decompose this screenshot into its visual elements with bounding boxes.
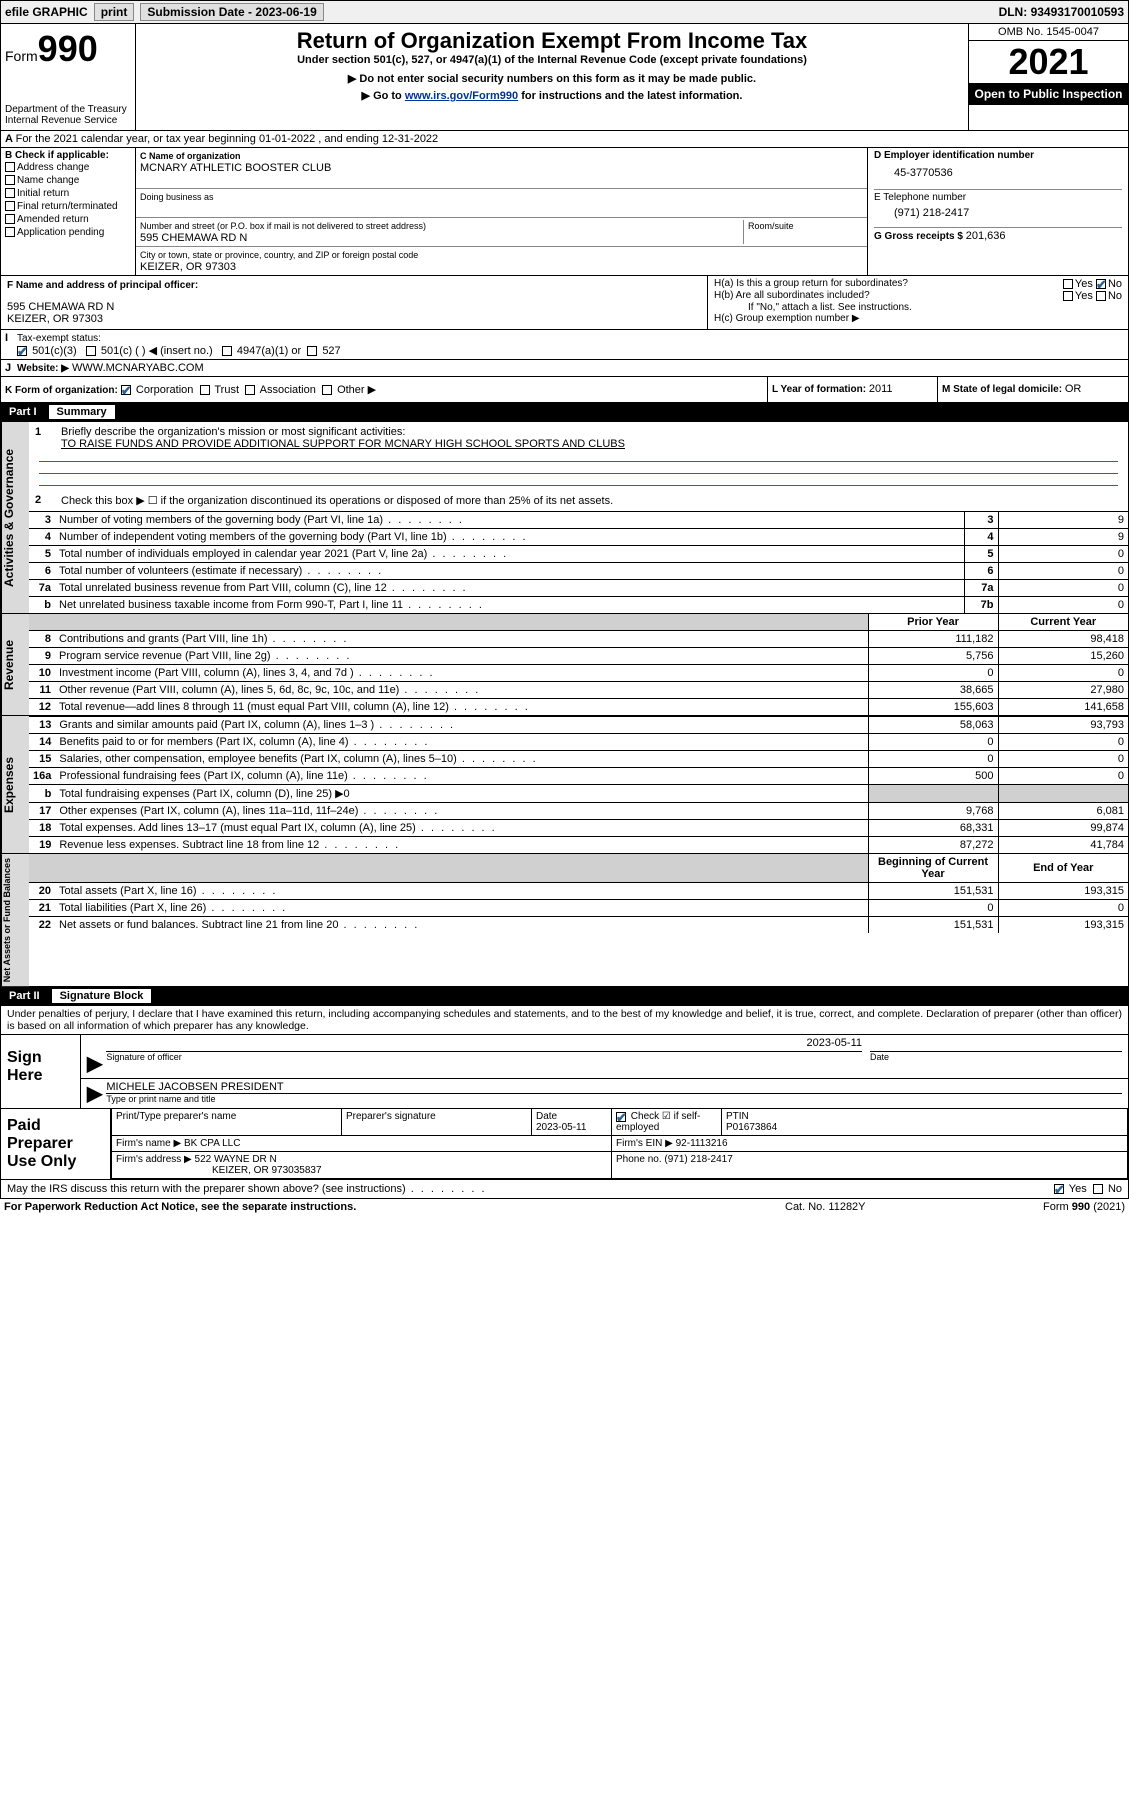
vside-net: Net Assets or Fund Balances	[1, 854, 29, 986]
chk-name-change[interactable]: Name change	[5, 174, 131, 187]
form-title: Return of Organization Exempt From Incom…	[144, 28, 960, 54]
chk-4947[interactable]	[222, 346, 232, 356]
top-toolbar: efile GRAPHIC print Submission Date - 20…	[0, 0, 1129, 24]
telephone: (971) 218-2417	[874, 203, 1122, 227]
chk-assoc[interactable]	[245, 385, 255, 395]
section-i: Tax-exempt status: 501(c)(3) 501(c) ( ) …	[13, 330, 1128, 359]
firm-name: BK CPA LLC	[184, 1138, 241, 1149]
chk-ha-no[interactable]	[1096, 279, 1106, 289]
chk-corp[interactable]	[121, 385, 131, 395]
chk-discuss-yes[interactable]	[1054, 1184, 1064, 1194]
subtitle: Under section 501(c), 527, or 4947(a)(1)…	[144, 54, 960, 66]
part2-header: Part II Signature Block	[1, 987, 1128, 1006]
chk-trust[interactable]	[200, 385, 210, 395]
irs-link[interactable]: www.irs.gov/Form990	[405, 90, 518, 102]
chk-527[interactable]	[307, 346, 317, 356]
table-preparer: Print/Type preparer's name Preparer's si…	[111, 1109, 1128, 1179]
chk-501c3[interactable]	[17, 346, 27, 356]
chk-discuss-no[interactable]	[1093, 1184, 1103, 1194]
org-name: MCNARY ATHLETIC BOOSTER CLUB	[140, 162, 331, 174]
chk-ha-yes[interactable]	[1063, 279, 1073, 289]
note-link: ▶ Go to www.irs.gov/Form990 for instruct…	[144, 89, 960, 102]
org-address: 595 CHEMAWA RD N	[140, 232, 247, 244]
form-header: Form990 Department of the Treasury Inter…	[0, 24, 1129, 131]
section-b: B Check if applicable: Address change Na…	[1, 148, 136, 276]
dln: DLN: 93493170010593	[999, 5, 1124, 19]
table-expenses: 13Grants and similar amounts paid (Part …	[29, 716, 1128, 853]
chk-amended[interactable]: Amended return	[5, 213, 131, 226]
form-number: Form990	[5, 28, 131, 70]
sign-here-label: Sign Here	[1, 1035, 81, 1108]
part1-header: Part I Summary	[1, 403, 1128, 422]
section-c: C Name of organizationMCNARY ATHLETIC BO…	[136, 148, 868, 276]
arrow-icon: ▶	[87, 1051, 106, 1076]
vside-rev: Revenue	[1, 614, 29, 715]
ein: 45-3770536	[874, 161, 1122, 189]
chk-hb-no[interactable]	[1096, 291, 1106, 301]
omb-number: OMB No. 1545-0047	[969, 24, 1128, 41]
submission-date-button[interactable]: Submission Date - 2023-06-19	[140, 3, 323, 21]
section-l: L Year of formation: 2011	[768, 377, 938, 402]
page-footer: For Paperwork Reduction Act Notice, see …	[0, 1199, 1129, 1215]
section-k: K Form of organization: Corporation Trus…	[1, 377, 768, 402]
vside-exp: Expenses	[1, 716, 29, 853]
chk-app-pending[interactable]: Application pending	[5, 226, 131, 239]
chk-hb-yes[interactable]	[1063, 291, 1073, 301]
website: WWW.MCNARYABC.COM	[72, 362, 204, 374]
arrow-icon: ▶	[87, 1081, 106, 1106]
firm-ein: 92-1113216	[676, 1138, 728, 1149]
table-netassets: Beginning of Current YearEnd of Year 20T…	[29, 854, 1128, 933]
dept-label: Department of the Treasury	[5, 104, 131, 115]
line-a: A For the 2021 calendar year, or tax yea…	[1, 131, 1128, 148]
table-revenue: Prior YearCurrent Year 8Contributions an…	[29, 614, 1128, 715]
note-ssn: ▶ Do not enter social security numbers o…	[144, 72, 960, 85]
irs-label: Internal Revenue Service	[5, 115, 131, 126]
gross-receipts: 201,636	[966, 230, 1006, 242]
chk-self-employed[interactable]	[616, 1112, 626, 1122]
sig-date: 2023-05-11	[87, 1037, 862, 1049]
chk-address-change[interactable]: Address change	[5, 161, 131, 174]
ptin: P01673864	[726, 1122, 777, 1133]
section-f: F Name and address of principal officer:…	[1, 276, 708, 329]
open-public: Open to Public Inspection	[969, 83, 1128, 105]
section-deg: D Employer identification number 45-3770…	[868, 148, 1128, 276]
officer-name: MICHELE JACOBSEN PRESIDENT	[106, 1081, 1122, 1093]
vside-gov: Activities & Governance	[1, 422, 29, 613]
section-m: M State of legal domicile: OR	[938, 377, 1128, 402]
tax-year: 2021	[969, 41, 1128, 83]
chk-final-return[interactable]: Final return/terminated	[5, 200, 131, 213]
chk-other[interactable]	[322, 385, 332, 395]
chk-initial-return[interactable]: Initial return	[5, 187, 131, 200]
discuss-row: May the IRS discuss this return with the…	[1, 1180, 1128, 1199]
chk-501c[interactable]	[86, 346, 96, 356]
paid-preparer-label: Paid Preparer Use Only	[1, 1109, 111, 1179]
prep-phone: (971) 218-2417	[664, 1154, 732, 1165]
declaration: Under penalties of perjury, I declare th…	[1, 1006, 1128, 1035]
efile-label: efile GRAPHIC	[5, 5, 88, 19]
mission: TO RAISE FUNDS AND PROVIDE ADDITIONAL SU…	[35, 438, 1122, 450]
section-h: H(a) Is this a group return for subordin…	[708, 276, 1128, 329]
section-j: J Website: ▶ WWW.MCNARYABC.COM	[1, 360, 1128, 377]
form-ref: Form 990 (2021)	[985, 1201, 1125, 1213]
org-city: KEIZER, OR 97303	[140, 261, 236, 273]
table-governance: 3Number of voting members of the governi…	[29, 511, 1128, 613]
print-button[interactable]: print	[94, 3, 135, 21]
